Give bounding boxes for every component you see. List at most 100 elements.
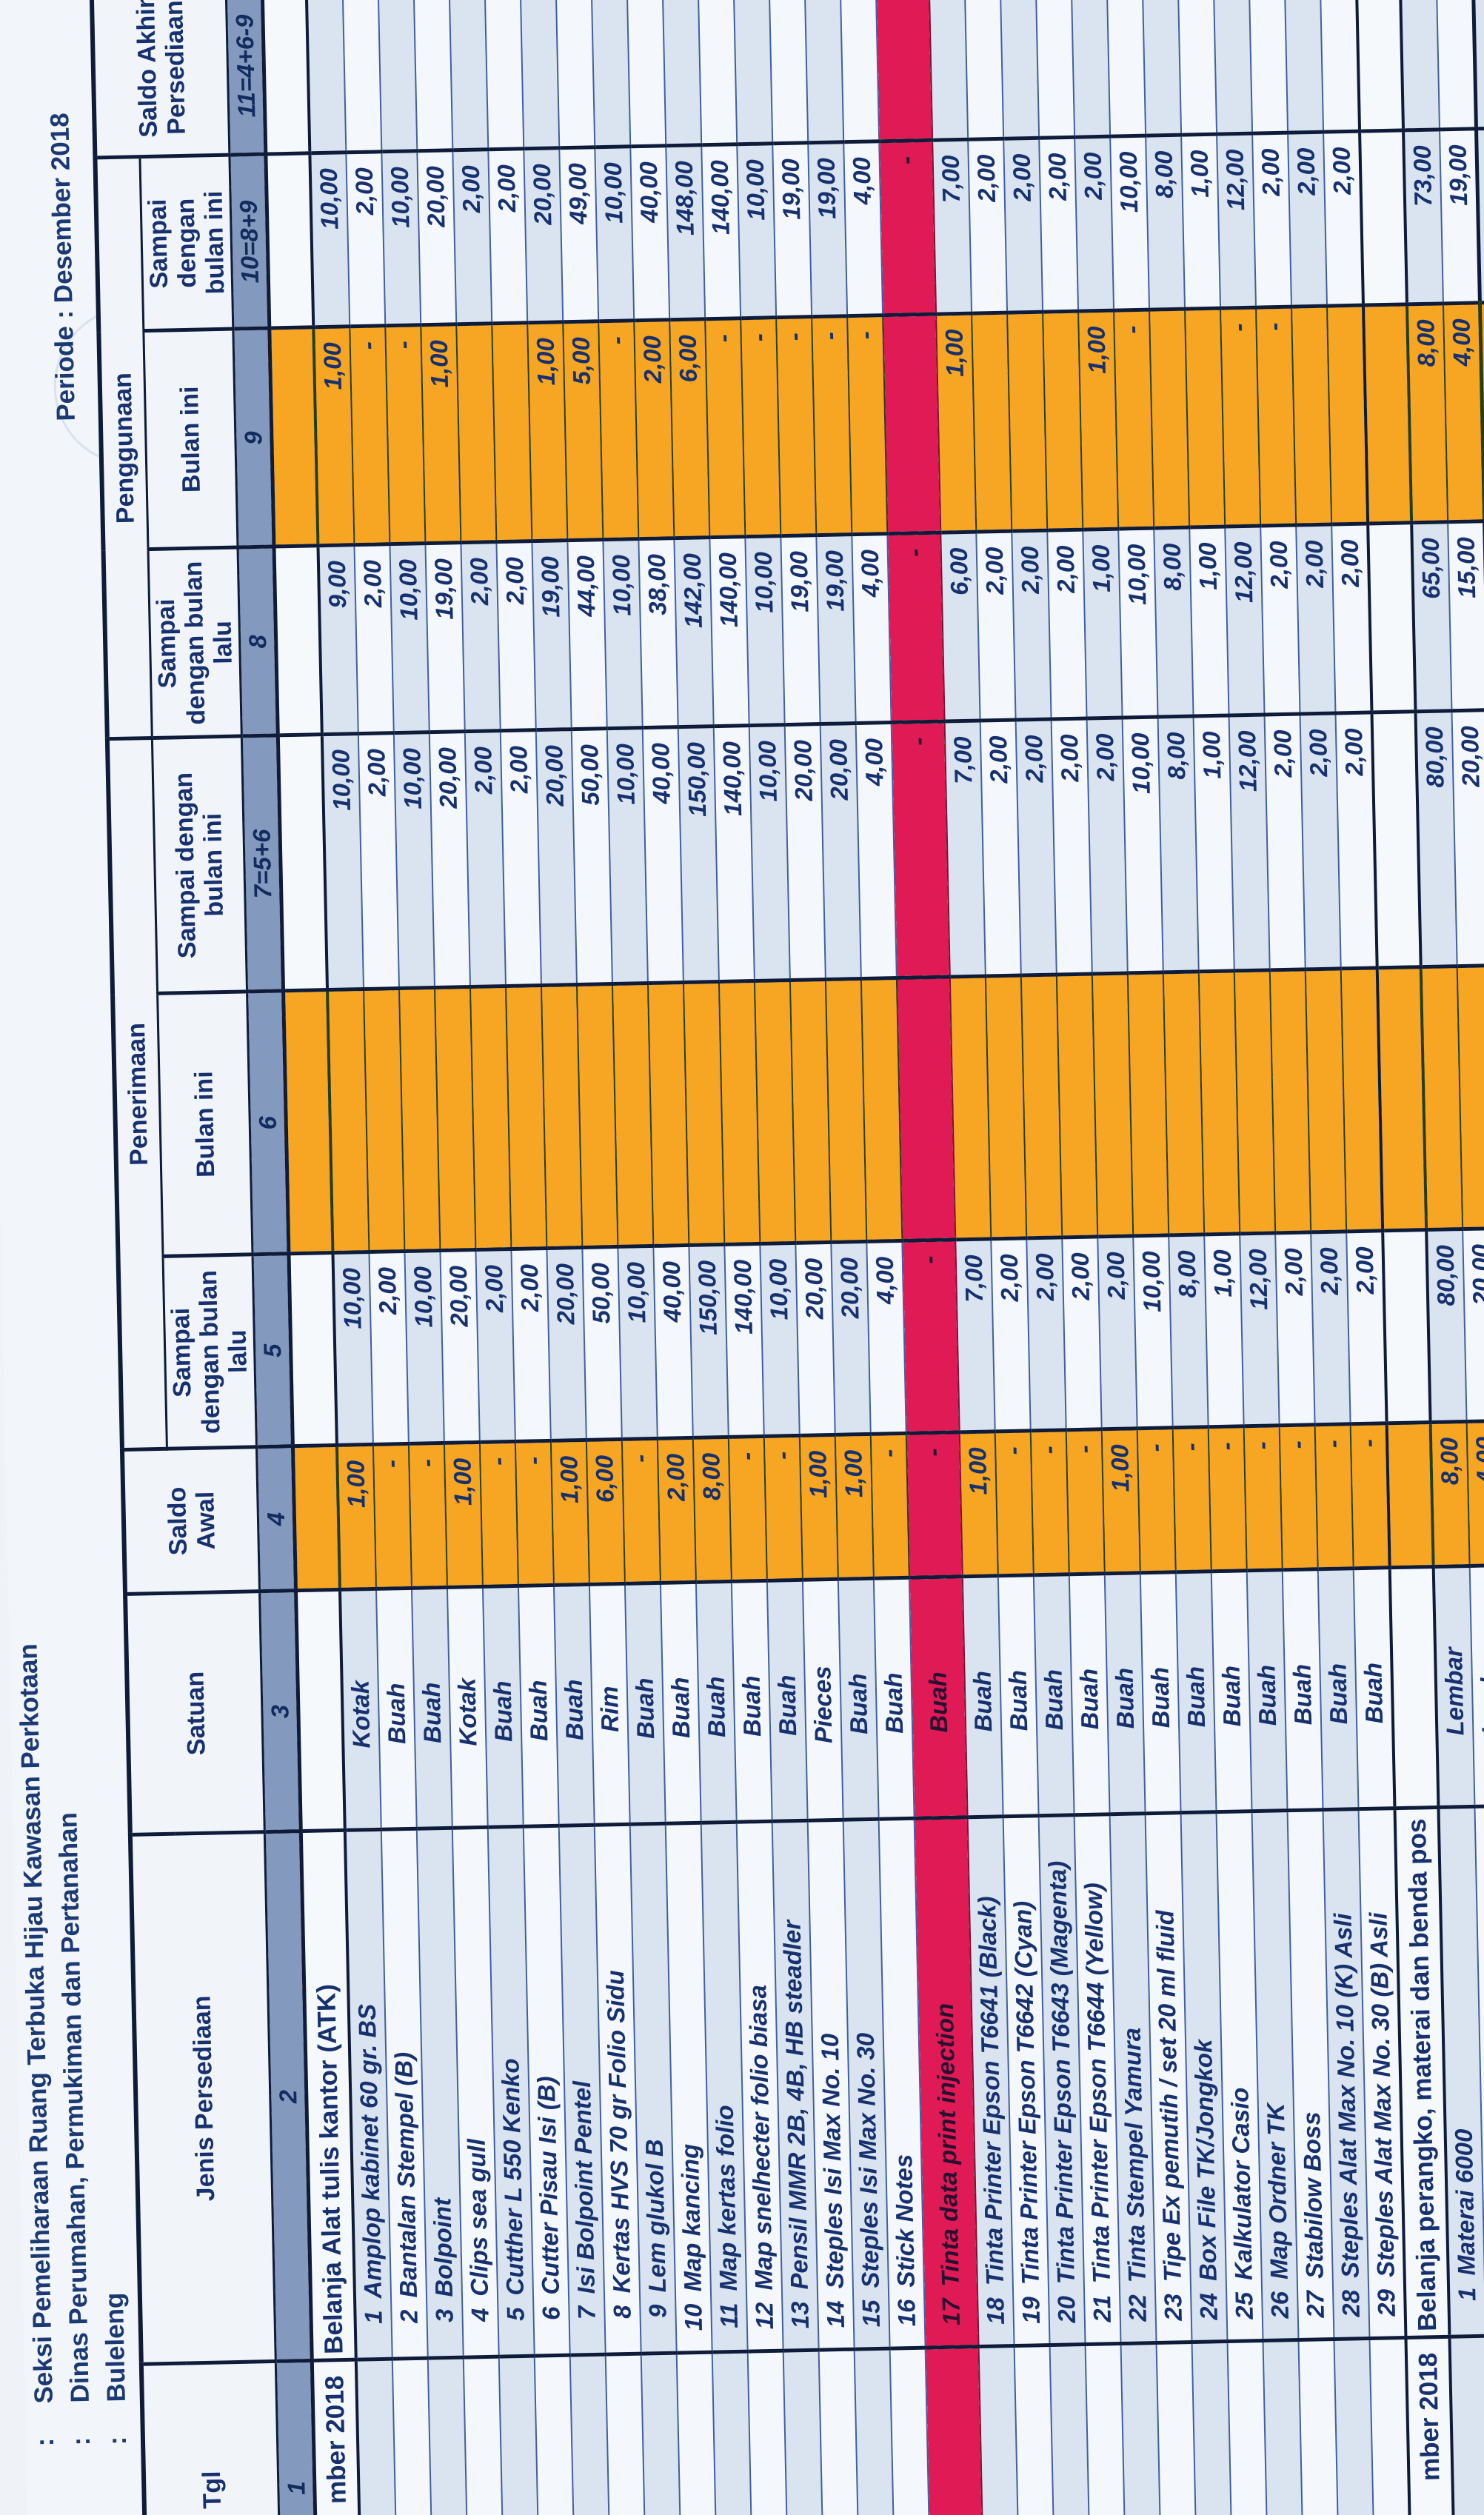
cell-c10: 19,00 xyxy=(808,142,848,318)
cell-c10: 1,00 xyxy=(1181,134,1221,310)
cell-c10 xyxy=(1360,130,1408,306)
cell-tgl xyxy=(925,2347,984,2515)
cell-c10: 2,00 xyxy=(1288,132,1328,307)
cell-c9: - xyxy=(1114,310,1154,530)
cell-c10: 40,00 xyxy=(630,146,670,321)
cell-c8: 44,00 xyxy=(567,540,607,730)
cell-c6 xyxy=(541,985,583,1249)
cell-c5 xyxy=(1383,1230,1431,1424)
cell-c8: 10,00 xyxy=(390,544,430,734)
cell-tgl xyxy=(712,2351,754,2515)
cell-c8: 10,00 xyxy=(745,536,785,727)
item-number: 6 xyxy=(537,2306,565,2321)
cell-c4: 1,00 xyxy=(1101,1429,1140,1574)
cell-c5: 10,00 xyxy=(1133,1235,1173,1429)
cell-satuan: Buah xyxy=(554,1584,595,1826)
cell-satuan: Buah xyxy=(1105,1573,1146,1815)
cell-c9 xyxy=(883,314,941,535)
cell-c9: 4,00 xyxy=(1443,303,1484,523)
cell-satuan xyxy=(1389,1566,1439,1809)
cell-c11 xyxy=(1142,0,1182,136)
cell-satuan: Buah xyxy=(732,1580,772,1823)
cell-c10: 20,00 xyxy=(417,150,457,326)
cell-c7: 80,00 xyxy=(1415,711,1457,968)
cell-c8: 65,00 xyxy=(1411,522,1452,712)
cell-c5: 10,00 xyxy=(618,1246,658,1440)
cell-c7: 10,00 xyxy=(322,734,364,991)
cell-c9: - xyxy=(350,326,390,546)
cell-tgl xyxy=(534,2355,576,2515)
cell-c8: 6,00 xyxy=(940,532,980,722)
cell-c9 xyxy=(1185,308,1226,528)
cell-c11 xyxy=(262,0,310,155)
cell-c6 xyxy=(327,989,370,1254)
cell-c8: 10,00 xyxy=(603,539,643,729)
cell-c6 xyxy=(1092,973,1134,1238)
cell-tgl xyxy=(1014,2345,1055,2515)
cell-c11 xyxy=(1177,0,1217,136)
item-number: 9 xyxy=(644,2304,672,2319)
cell-satuan: Buah xyxy=(1317,1569,1359,1811)
cell-c4: - xyxy=(1030,1430,1070,1576)
cell-c11 xyxy=(591,0,631,148)
cell-c4: - xyxy=(1243,1426,1283,1572)
cell-c5: 40,00 xyxy=(653,1245,694,1439)
cell-c7: 20,00 xyxy=(535,729,578,986)
cell-c5: 2,00 xyxy=(1311,1232,1351,1426)
item-number: 16 xyxy=(892,2299,921,2327)
cell-satuan: Buah xyxy=(1069,1574,1110,1816)
inventory-table: Tgl Jenis Persediaan Satuan Saldo Awal Pener… xyxy=(89,0,1484,2515)
cell-c8: 8,00 xyxy=(1154,527,1194,718)
cell-c9 xyxy=(1291,306,1332,526)
cell-c11 xyxy=(520,0,560,150)
item-number: 11 xyxy=(715,2302,743,2329)
cell-c10 xyxy=(266,153,314,329)
cell-c7: 2,00 xyxy=(358,733,400,990)
item-number: 4 xyxy=(466,2308,494,2322)
cell-c11 xyxy=(1320,0,1360,133)
cell-c8: 2,00 xyxy=(496,541,536,732)
cell-satuan: Kotak xyxy=(447,1586,488,1828)
header-colon: : xyxy=(66,2436,96,2446)
cell-c4: - xyxy=(409,1443,448,1589)
cell-c4 xyxy=(293,1445,341,1592)
cell-c6 xyxy=(1199,971,1240,1235)
cell-c6 xyxy=(470,986,512,1250)
cell-c11 xyxy=(555,0,595,149)
cell-c11 xyxy=(1071,0,1111,138)
cell-tgl xyxy=(747,2351,789,2515)
cell-c6 xyxy=(1234,970,1276,1235)
column-number-c7: 7=5+6 xyxy=(241,735,284,992)
cell-c11 xyxy=(662,0,702,147)
cell-c10: 10,00 xyxy=(595,147,635,322)
cell-c6 xyxy=(283,990,333,1255)
item-number: 12 xyxy=(750,2302,779,2330)
cell-c6 xyxy=(950,976,992,1240)
item-number: 1 xyxy=(1453,2287,1481,2302)
cell-c4: - xyxy=(622,1438,661,1584)
cell-c5: 10,00 xyxy=(760,1243,801,1437)
cell-c11 xyxy=(769,0,809,144)
cell-satuan: Buah xyxy=(412,1587,453,1829)
cell-c11 xyxy=(929,0,969,141)
cell-c9: 8,00 xyxy=(1407,304,1448,524)
cell-c9: - xyxy=(385,325,426,545)
cell-c11 xyxy=(1284,0,1324,133)
cell-c5: 2,00 xyxy=(991,1238,1031,1432)
header-label: ten xyxy=(103,2445,136,2515)
cell-c7: 2,00 xyxy=(465,731,507,988)
cell-c4: - xyxy=(1279,1425,1318,1571)
column-header-c6: Bulan ini xyxy=(157,992,253,1257)
cell-c5: 10,00 xyxy=(332,1252,374,1446)
cell-c4: - xyxy=(1137,1428,1176,1574)
cell-c4: 1,00 xyxy=(835,1434,875,1580)
cell-c11 xyxy=(378,0,418,153)
item-number: 23 xyxy=(1159,2293,1188,2322)
cell-satuan: Buah xyxy=(1211,1571,1252,1813)
cell-c4: 6,00 xyxy=(586,1439,626,1585)
cell-c7: 140,00 xyxy=(713,726,755,983)
cell-c10: 2,00 xyxy=(1003,138,1043,313)
cell-satuan: Buah xyxy=(625,1583,666,1825)
cell-c7: 8,00 xyxy=(1157,716,1200,973)
cell-satuan: Rim xyxy=(589,1583,630,1826)
